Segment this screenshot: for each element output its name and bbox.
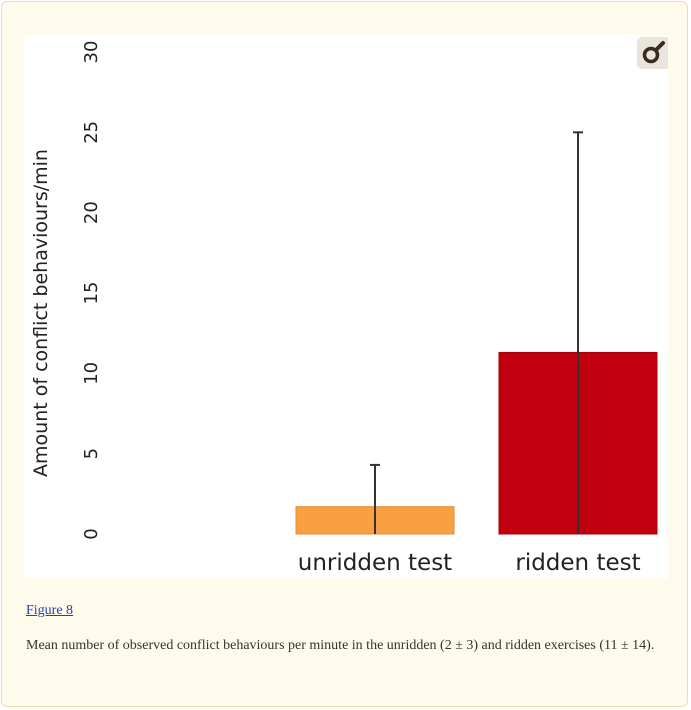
magnifier-icon[interactable] [637, 37, 668, 69]
y-tick-label: 20 [81, 201, 102, 224]
y-axis-ticks: 0 5 10 15 20 25 30 [81, 41, 102, 540]
y-axis-label: Amount of conflict behaviours/min [30, 149, 52, 477]
bar-chart: 0 5 10 15 20 25 30 Amount of conflict behaviou… [30, 37, 668, 576]
figure-caption: Mean number of observed conflict behavio… [26, 638, 655, 653]
chart-figure[interactable]: 0 5 10 15 20 25 30 Amount of conflict behaviou… [24, 35, 668, 578]
y-tick-label: 10 [81, 362, 102, 385]
bars-group [295, 131, 658, 535]
x-tick-label: ridden test [515, 550, 640, 576]
y-tick-label: 30 [81, 41, 102, 64]
x-axis-labels: unridden test ridden test [298, 550, 641, 576]
y-tick-label: 5 [81, 448, 102, 459]
figure-link[interactable]: Figure 8 [26, 603, 74, 618]
y-tick-label: 25 [81, 121, 102, 144]
y-tick-label: 15 [81, 282, 102, 305]
x-tick-label: unridden test [298, 550, 452, 576]
y-tick-label: 0 [81, 528, 102, 539]
